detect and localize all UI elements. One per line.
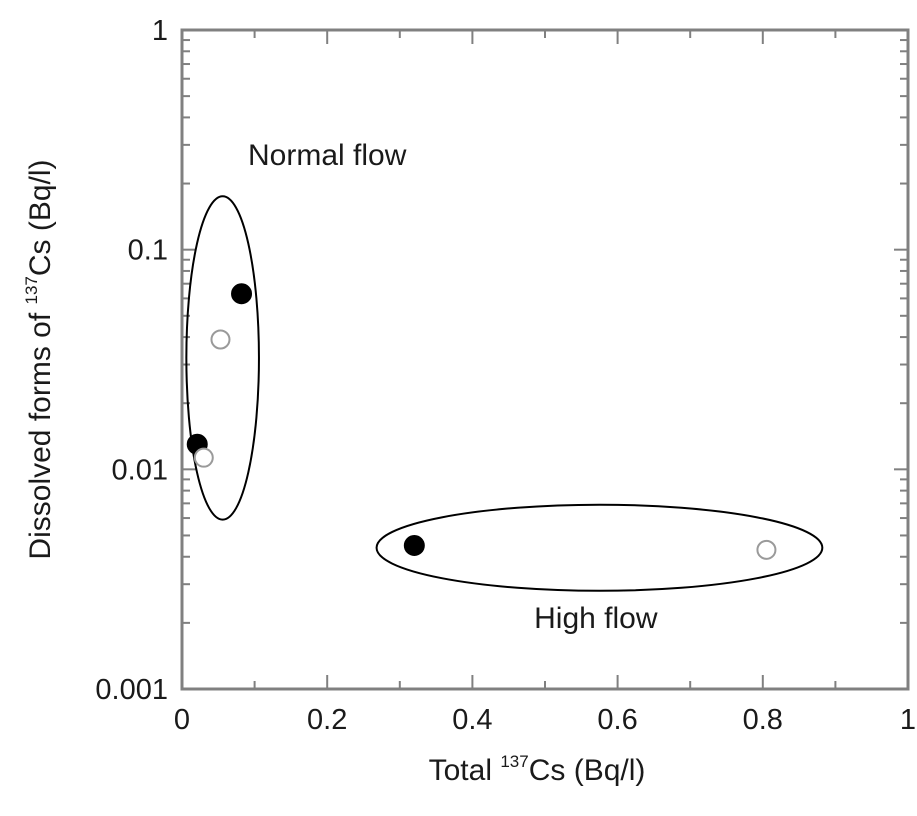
group-ellipses (185, 195, 824, 592)
open-point (210, 329, 231, 350)
y-axis-title-sup: 137 (22, 276, 41, 304)
group-ellipse (375, 503, 824, 592)
annotation-label: Normal flow (248, 139, 407, 172)
y-tick-label: 0.001 (95, 674, 168, 706)
y-tick-label: 0.01 (112, 454, 168, 486)
tick-labels: 0 0.2 0.4 0.6 0.8 1 0.001 0.01 0.1 1 (95, 15, 916, 736)
x-tick-label: 0.8 (743, 704, 783, 736)
y-axis-title: Dissolved forms of 137Cs (Bq/l) (22, 159, 57, 559)
plot-frame (180, 28, 910, 691)
x-axis-title-suffix: Cs (Bq/l) (529, 754, 646, 787)
y-axis-title-suffix: Cs (Bq/l) (24, 159, 57, 276)
y-tick-label: 1 (152, 15, 168, 47)
y-tick-label: 0.1 (128, 235, 168, 267)
group-ellipse (185, 195, 260, 521)
x-tick-label: 1 (900, 704, 916, 736)
x-tick-label: 0.4 (452, 704, 492, 736)
x-axis-title-sup: 137 (500, 752, 528, 771)
filled-point (403, 535, 425, 557)
x-tick-label: 0.6 (597, 704, 637, 736)
annotation-label: High flow (534, 602, 658, 635)
x-axis-title: Total 137Cs (Bq/l) (429, 752, 646, 787)
x-axis-title-prefix: Total (429, 754, 501, 787)
y-axis-title-prefix: Dissolved forms of (24, 304, 57, 559)
open-point (756, 539, 777, 560)
x-tick-label: 0.2 (307, 704, 347, 736)
open-point (193, 447, 214, 468)
annotations: Normal flow High flow (248, 139, 658, 635)
data-points (186, 283, 777, 560)
x-tick-label: 0 (174, 704, 190, 736)
filled-point (231, 283, 253, 305)
